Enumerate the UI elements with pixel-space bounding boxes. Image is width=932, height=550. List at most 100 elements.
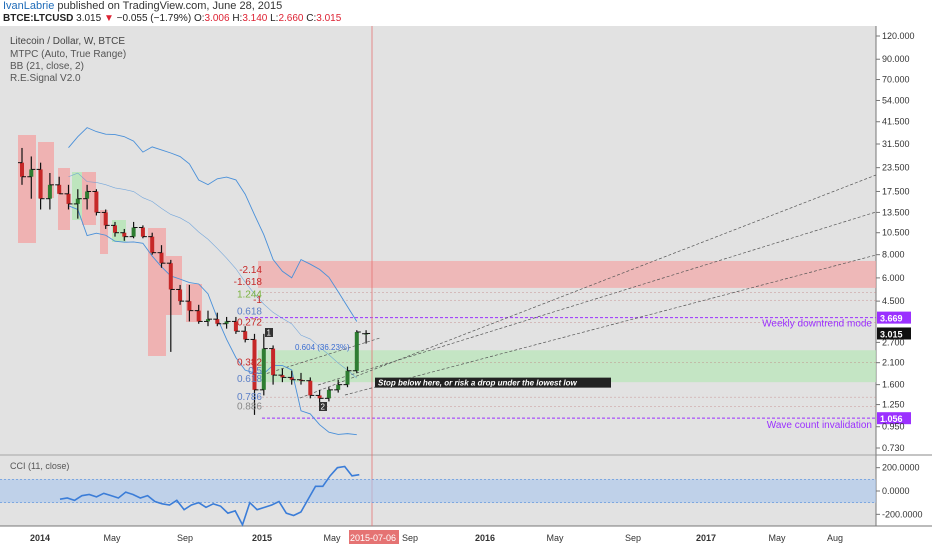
candle-body <box>140 227 145 237</box>
bollinger-upper <box>68 127 358 322</box>
x-tick-label: May <box>546 533 564 543</box>
candle <box>231 316 240 334</box>
price-tag-downtrend: 3.669 <box>880 314 903 324</box>
y-tick-label: 4.500 <box>882 296 905 306</box>
signal-box <box>18 135 36 243</box>
fib-label: 0.5 <box>248 366 262 377</box>
candle <box>315 389 324 403</box>
y-tick-label: 17.500 <box>882 186 910 196</box>
y-tick-label: 120.000 <box>882 31 915 41</box>
candle <box>55 176 64 195</box>
y-tick-label: 2.700 <box>882 337 905 347</box>
last-price: 3.015 <box>76 13 102 24</box>
legend-indicator-mtpc: MTPC (Auto, True Range) <box>10 49 126 60</box>
chart-header: IvanLabrie published on TradingView.com,… <box>0 0 932 26</box>
ohlc-line: BTCE:LTCUSD 3.015 ▼ −0.055 (−1.79%) O:3.… <box>3 13 341 24</box>
candle <box>18 147 26 185</box>
candle-body <box>94 191 99 213</box>
candle-body <box>47 184 52 199</box>
stop-note-bg <box>375 377 611 388</box>
signal-box <box>72 172 82 220</box>
y-axis-ticks: 120.000 90.000 70.000 54.000 41.500 31.500 23.… <box>876 31 915 453</box>
fib-label: 0.786 <box>237 392 262 403</box>
wave-1-marker <box>265 328 273 337</box>
candle <box>166 259 175 352</box>
candle <box>73 189 82 219</box>
candle-body <box>233 321 238 332</box>
bollinger-basis <box>68 172 357 379</box>
fib-label: 0.272 <box>237 318 262 329</box>
candle-body <box>280 375 285 378</box>
cci-tick-label: 200.0000 <box>882 463 920 473</box>
fib-label: -1 <box>253 295 262 306</box>
publish-line: IvanLabrie published on TradingView.com,… <box>3 0 282 12</box>
candle-body <box>187 301 192 311</box>
candle-body <box>57 184 62 194</box>
candle <box>343 366 352 388</box>
candle <box>352 330 361 373</box>
signal-box <box>58 168 70 230</box>
candle <box>176 284 185 305</box>
price-tag-last: 3.015 <box>880 329 903 339</box>
y-tick-label: 10.500 <box>882 228 910 238</box>
trend-channel-line <box>317 211 877 386</box>
candle-body <box>103 212 108 226</box>
cci-tick-label: 0.0000 <box>882 486 910 496</box>
candle <box>306 377 315 399</box>
close-label: C: <box>306 13 317 24</box>
change: −0.055 (−1.79%) <box>116 13 192 24</box>
y-tick-label: 8.000 <box>882 250 905 260</box>
fib-labels-layer: -2.14-1.6181.244-10.6180.2720.3820.50.61… <box>234 265 263 412</box>
publish-text: published on TradingView.com, June 28, 2… <box>54 0 283 12</box>
x-date-marker-bg <box>349 530 399 544</box>
price-tag-downtrend-bg <box>877 311 911 324</box>
high-value: 3.140 <box>242 13 268 24</box>
legend-cci: CCI (11, close) <box>10 461 69 471</box>
candle-body <box>75 198 80 204</box>
candles-layer <box>18 147 371 415</box>
candle-body <box>345 370 350 385</box>
price-axis-bg <box>876 26 932 526</box>
legend-indicator-bb: BB (21, close, 2) <box>10 61 84 72</box>
candle <box>278 368 287 383</box>
signal-box <box>100 210 108 254</box>
candle <box>27 156 36 199</box>
candle <box>287 370 296 385</box>
candle <box>129 221 138 239</box>
candle-body <box>20 162 24 177</box>
y-tick-label: 70.000 <box>882 75 910 85</box>
candle <box>250 333 259 415</box>
candle-body <box>215 319 220 324</box>
y-tick-label: 41.500 <box>882 117 910 127</box>
candle-body <box>317 395 322 399</box>
wave-1-label: 1 <box>267 329 272 338</box>
x-tick-label: 2015-07-06 <box>350 533 396 543</box>
bollinger-bands <box>68 127 358 436</box>
x-tick-label: 2015 <box>252 533 272 543</box>
x-tick-label: Sep <box>625 533 641 543</box>
x-tick-label: May <box>103 533 121 543</box>
y-tick-label: 54.000 <box>882 95 910 105</box>
candle-body <box>131 227 136 237</box>
x-tick-label: Sep <box>177 533 193 543</box>
candle-body <box>85 191 90 199</box>
candle-body <box>271 348 276 376</box>
downtrend-label: Weekly downtrend mode <box>762 319 872 330</box>
candle-body <box>38 169 43 199</box>
price-tag-invalidation-bg <box>877 412 911 425</box>
candle <box>204 310 212 327</box>
candle-body <box>326 389 331 399</box>
fib-label: -2.14 <box>239 265 262 276</box>
author-link[interactable]: IvanLabrie <box>3 0 55 12</box>
candle <box>362 330 371 344</box>
fib-label: -1.618 <box>234 277 263 288</box>
candle <box>324 387 333 402</box>
down-arrow-icon: ▼ <box>103 13 114 24</box>
trend-channel-line <box>261 337 381 376</box>
candle-body <box>261 348 266 390</box>
candle-body <box>66 193 71 204</box>
candle <box>45 172 54 210</box>
high-label: H: <box>232 13 243 24</box>
trendlines-layer <box>261 174 877 399</box>
